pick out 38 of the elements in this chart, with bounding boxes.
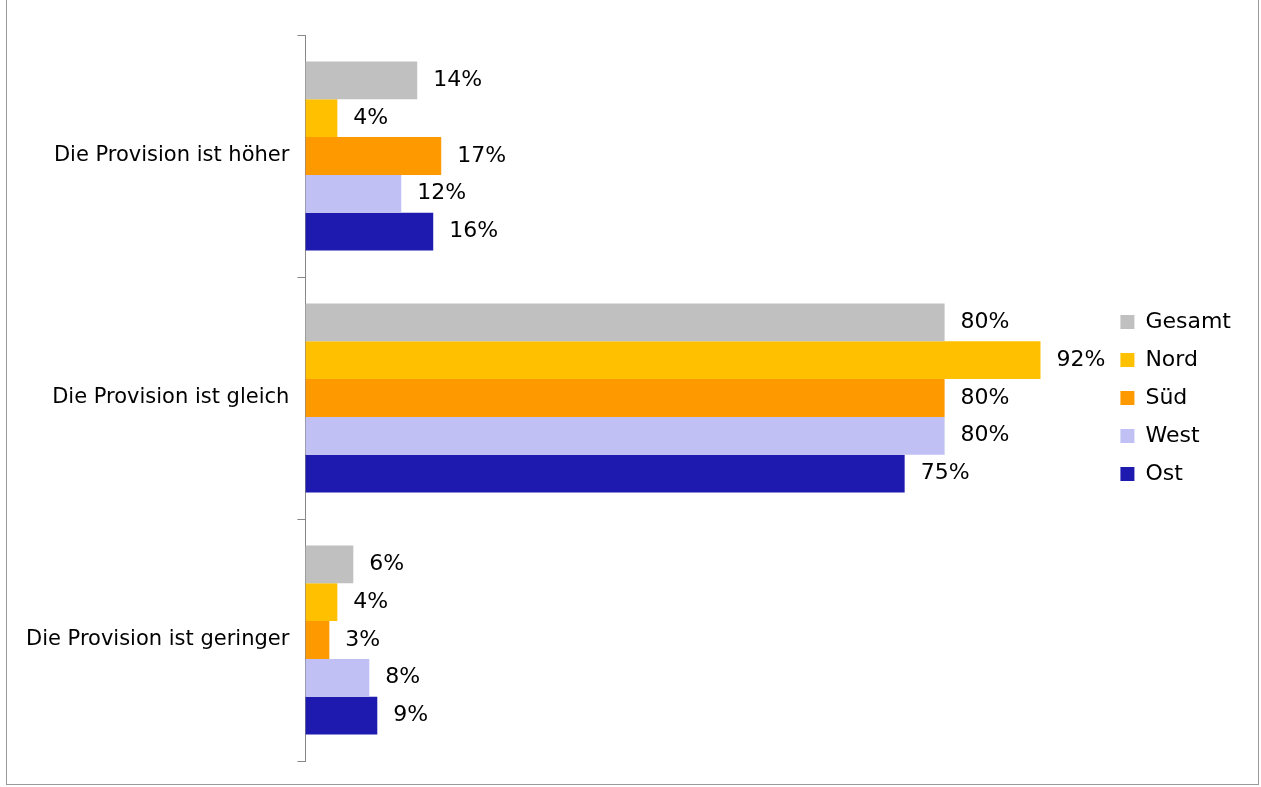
data-label: 80%: [960, 383, 1010, 409]
bar: [305, 174, 402, 213]
data-label: 4%: [353, 587, 389, 613]
data-label: 16%: [449, 217, 499, 243]
legend-label: West: [1145, 421, 1200, 447]
bar: [305, 99, 338, 138]
data-label: 80%: [960, 308, 1010, 334]
y-tick-label: Die Provision ist höher: [53, 142, 290, 167]
bar: [305, 454, 905, 493]
data-label: 9%: [393, 701, 429, 727]
bar: [305, 696, 378, 735]
data-label: 17%: [457, 141, 507, 167]
data-label: 14%: [433, 66, 483, 92]
bar: [305, 303, 945, 342]
bar: [305, 137, 442, 175]
data-label: 4%: [353, 103, 389, 129]
bar: [305, 212, 434, 251]
legend-label: Nord: [1145, 345, 1198, 371]
bar: [305, 416, 945, 455]
bar: [305, 341, 1041, 380]
data-label: 75%: [920, 459, 970, 485]
data-label: 3%: [345, 625, 381, 651]
bar: [305, 583, 338, 622]
bar: [305, 61, 418, 100]
bar: [305, 658, 370, 697]
data-label: 12%: [417, 179, 467, 205]
bar: [305, 545, 354, 584]
data-label: 8%: [385, 663, 421, 689]
data-label: 92%: [1056, 345, 1106, 371]
legend-label: Gesamt: [1145, 307, 1232, 333]
legend-label: Ost: [1145, 459, 1184, 485]
legend-label: Süd: [1145, 383, 1188, 409]
data-label: 80%: [960, 421, 1010, 447]
bar: [305, 621, 330, 659]
bar: [305, 379, 945, 417]
y-tick-label: Die Provision ist gleich: [52, 384, 290, 409]
data-label: 6%: [369, 550, 405, 576]
y-tick-label: Die Provision ist geringer: [25, 626, 290, 651]
